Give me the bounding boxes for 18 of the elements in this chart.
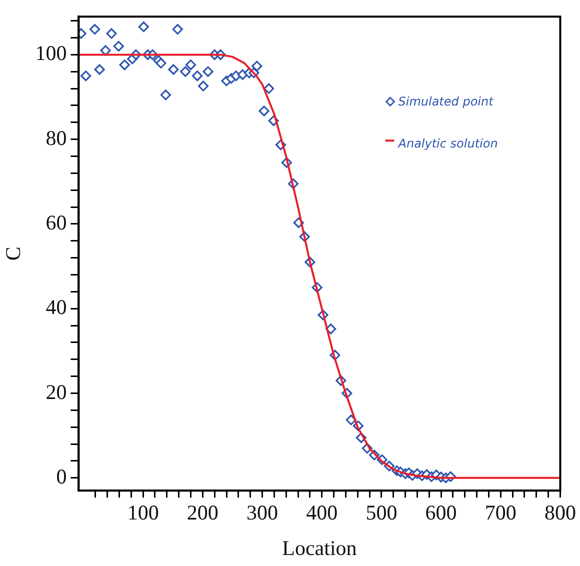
y-tick-label: 80 [46,126,67,150]
x-tick-label: 200 [186,500,218,525]
x-tick-label: 400 [306,500,338,525]
y-tick-label: 60 [46,210,67,234]
legend-label: Analytic solution [397,136,498,151]
y-axis-title: C [1,246,26,261]
x-tick-label: 700 [484,500,516,525]
y-tick-label: 40 [46,295,67,320]
x-tick-label: 800 [544,500,576,525]
legend-label: Simulated point [398,94,495,109]
y-tick-label: 20 [46,380,67,404]
x-tick-label: 600 [425,500,457,525]
x-tick-label: 500 [366,500,398,525]
x-tick-label: 300 [246,500,278,525]
x-axis-title: Location [282,536,358,560]
y-tick-label: 0 [56,464,67,488]
y-tick-label: 100 [35,41,67,66]
x-tick-label: 100 [127,500,159,525]
